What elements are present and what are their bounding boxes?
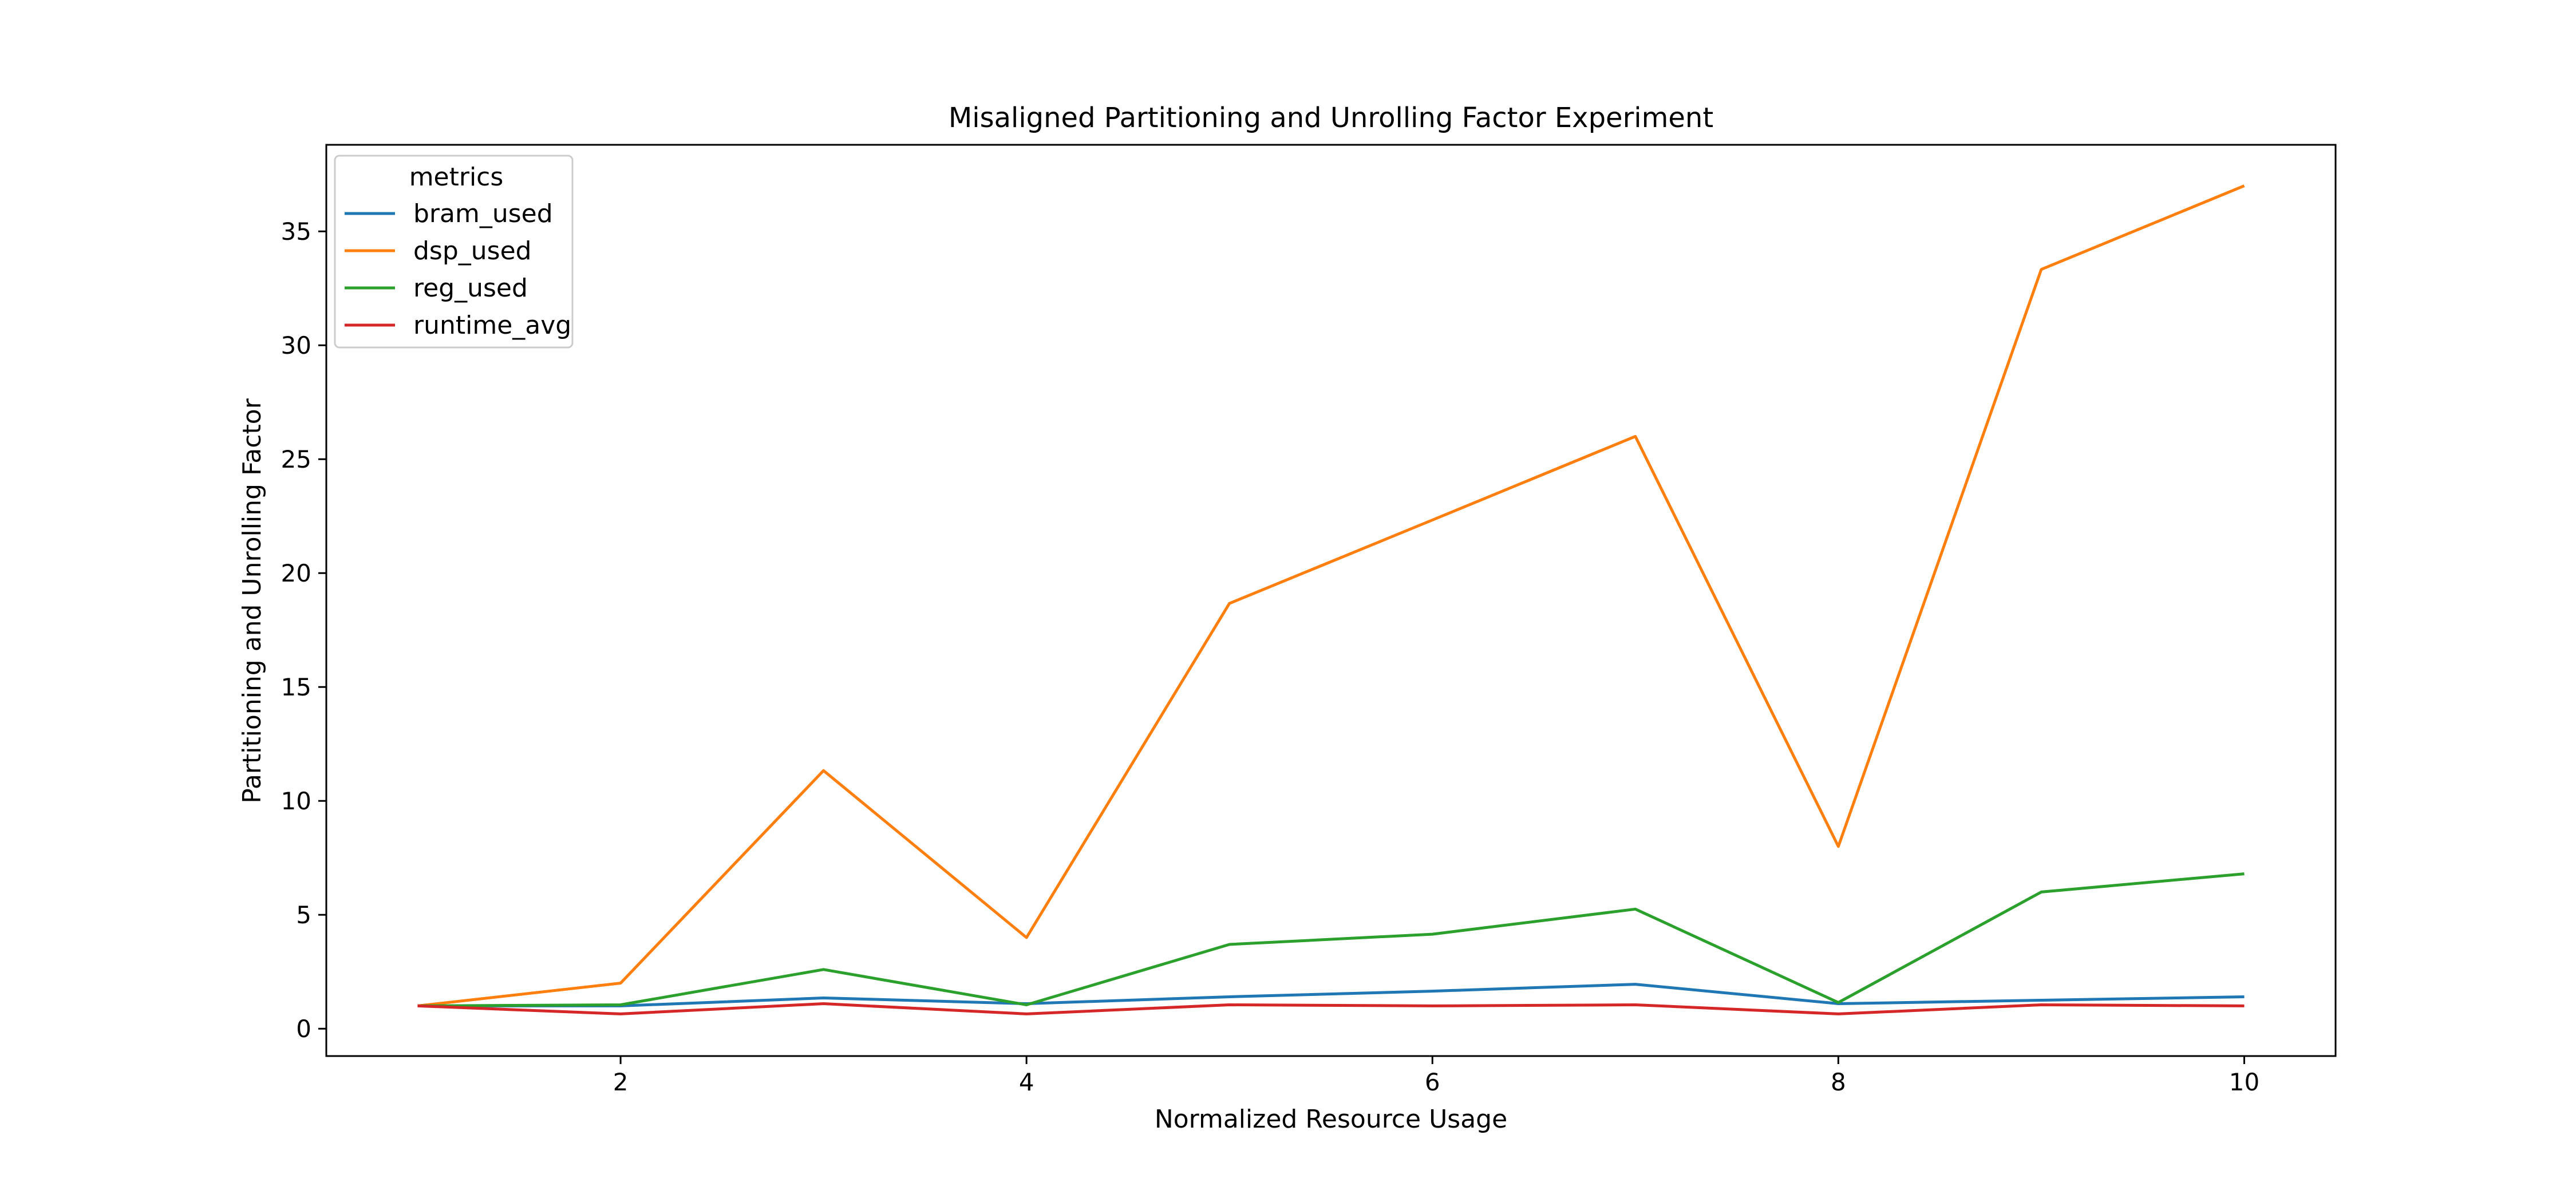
x-tick-label: 10 [2229, 1068, 2259, 1096]
legend-label-runtime-avg: runtime_avg [413, 311, 571, 340]
series-line-reg-used [417, 872, 2245, 1007]
plot-frame [325, 144, 2337, 1057]
x-axis-label: Normalized Resource Usage [1155, 1105, 1507, 1134]
x-axis-ticks: 2 4 6 8 10 [613, 1056, 2259, 1096]
chart-title: Misaligned Partitioning and Unrolling Fa… [949, 102, 1713, 134]
legend-label-reg-used: reg_used [413, 274, 528, 303]
y-tick-label: 0 [296, 1015, 311, 1043]
y-axis-ticks: 0 5 10 15 20 25 30 35 [281, 218, 326, 1043]
x-tick-label: 2 [613, 1068, 629, 1096]
legend-label-dsp-used: dsp_used [413, 236, 532, 266]
y-tick-label: 25 [281, 445, 311, 473]
y-tick-label: 20 [281, 559, 311, 587]
legend-label-bram-used: bram_used [413, 199, 553, 228]
y-tick-label: 10 [281, 787, 311, 815]
y-tick-label: 5 [296, 901, 311, 929]
y-axis-label: Partitioning and Unrolling Factor [238, 398, 267, 803]
x-tick-label: 6 [1425, 1068, 1440, 1096]
x-tick-label: 8 [1831, 1068, 1846, 1096]
legend-title: metrics [409, 163, 504, 192]
legend-box [334, 155, 574, 349]
series-layer [417, 184, 2245, 1015]
legend-items: bram_used dsp_used reg_used runtime_avg [345, 199, 571, 340]
y-tick-label: 15 [281, 673, 311, 701]
series-line-bram-used [417, 983, 2245, 1007]
y-tick-label: 30 [281, 331, 311, 359]
series-line-runtime-avg [417, 1002, 2245, 1015]
y-tick-label: 35 [281, 218, 311, 246]
series-line-dsp-used [417, 184, 2245, 1007]
legend: metrics bram_used dsp_used reg_usedruntime… [334, 155, 574, 349]
x-tick-label: 4 [1019, 1068, 1034, 1096]
